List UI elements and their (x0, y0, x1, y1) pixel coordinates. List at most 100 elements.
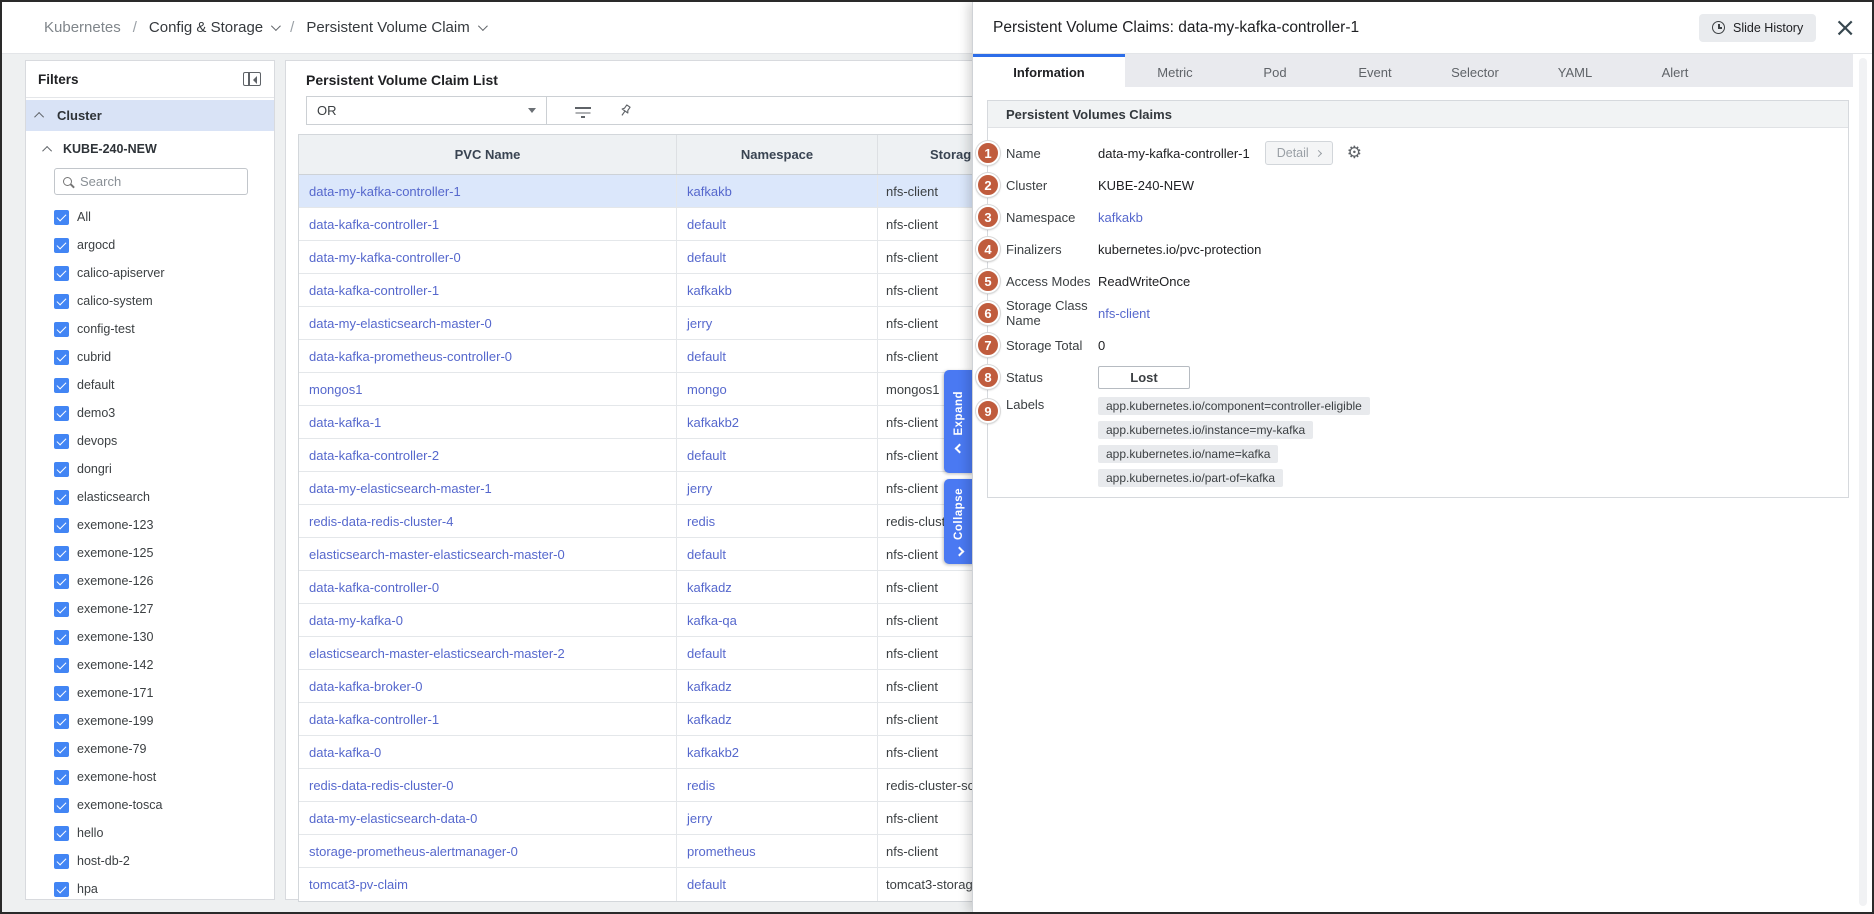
pvc-name-cell[interactable]: storage-prometheus-alertmanager-0 (299, 835, 677, 867)
namespace-checkbox-item[interactable]: exemone-142 (26, 651, 274, 679)
pvc-name-cell[interactable]: data-kafka-controller-1 (299, 703, 677, 735)
checkbox-checked-icon[interactable] (54, 545, 69, 561)
pvc-name-cell[interactable]: data-kafka-1 (299, 406, 677, 438)
tab-alert[interactable]: Alert (1661, 64, 1689, 80)
checkbox-checked-icon[interactable] (54, 349, 69, 365)
pvc-name-cell[interactable]: data-kafka-0 (299, 736, 677, 768)
pvc-name-cell[interactable]: data-my-elasticsearch-master-0 (299, 307, 677, 339)
tab-event[interactable]: Event (1358, 64, 1392, 80)
detail-value-link[interactable]: nfs-client (1098, 305, 1151, 321)
checkbox-checked-icon[interactable] (54, 209, 69, 225)
pvc-name-cell[interactable]: mongos1 (299, 373, 677, 405)
checkbox-checked-icon[interactable] (54, 629, 69, 645)
gear-icon[interactable]: ⚙ (1346, 142, 1362, 163)
namespace-cell[interactable]: jerry (677, 472, 878, 504)
namespace-cell[interactable]: default (677, 208, 878, 240)
checkbox-checked-icon[interactable] (54, 405, 69, 421)
namespace-checkbox-item[interactable]: exemone-171 (26, 679, 274, 707)
pvc-name-cell[interactable]: redis-data-redis-cluster-4 (299, 505, 677, 537)
namespace-checkbox-item[interactable]: exemone-126 (26, 567, 274, 595)
namespace-checkbox-item[interactable]: exemone-79 (26, 735, 274, 763)
namespace-cell[interactable]: default (677, 340, 878, 372)
pvc-name-cell[interactable]: data-kafka-controller-1 (299, 274, 677, 306)
namespace-checkbox-item[interactable]: default (26, 371, 274, 399)
column-header-storage[interactable]: Storag (930, 147, 972, 162)
namespace-checkbox-item[interactable]: argocd (26, 231, 274, 259)
namespace-checkbox-item[interactable]: exemone-127 (26, 595, 274, 623)
filter-icon[interactable] (575, 105, 591, 118)
pvc-name-cell[interactable]: data-my-elasticsearch-master-1 (299, 472, 677, 504)
pvc-name-cell[interactable]: data-kafka-prometheus-controller-0 (299, 340, 677, 372)
namespace-cell[interactable]: default (677, 439, 878, 471)
namespace-checkbox-item[interactable]: demo3 (26, 399, 274, 427)
detail-button[interactable]: Detail (1264, 141, 1333, 165)
namespace-checkbox-item[interactable]: devops (26, 427, 274, 455)
pvc-name-cell[interactable]: redis-data-redis-cluster-0 (299, 769, 677, 801)
pvc-name-cell[interactable]: data-kafka-controller-1 (299, 208, 677, 240)
namespace-cell[interactable]: default (677, 538, 878, 570)
checkbox-checked-icon[interactable] (54, 573, 69, 589)
namespace-cell[interactable]: redis (677, 505, 878, 537)
checkbox-checked-icon[interactable] (54, 713, 69, 729)
namespace-checkbox-item[interactable]: exemone-125 (26, 539, 274, 567)
namespace-cell[interactable]: default (677, 868, 878, 901)
cluster-tree-node[interactable]: KUBE-240-NEW (26, 134, 274, 164)
namespace-checkbox-item[interactable]: All (26, 203, 274, 231)
checkbox-checked-icon[interactable] (54, 657, 69, 673)
checkbox-checked-icon[interactable] (54, 237, 69, 253)
pvc-name-cell[interactable]: data-kafka-broker-0 (299, 670, 677, 702)
namespace-cell[interactable]: prometheus (677, 835, 878, 867)
expand-tab[interactable]: Expand (944, 370, 974, 473)
namespace-cell[interactable]: jerry (677, 307, 878, 339)
tab-information[interactable]: Information (973, 54, 1125, 87)
breadcrumb-root[interactable]: Kubernetes (44, 19, 121, 36)
namespace-checkbox-item[interactable]: dongri (26, 455, 274, 483)
checkbox-checked-icon[interactable] (54, 601, 69, 617)
pvc-name-cell[interactable]: data-my-kafka-controller-1 (299, 175, 677, 207)
collapse-tab[interactable]: Collapse (944, 479, 974, 564)
column-header-namespace[interactable]: Namespace (677, 135, 878, 174)
checkbox-checked-icon[interactable] (54, 489, 69, 505)
namespace-checkbox-item[interactable]: cubrid (26, 343, 274, 371)
pvc-name-cell[interactable]: elasticsearch-master-elasticsearch-maste… (299, 538, 677, 570)
filter-section-cluster[interactable]: Cluster (26, 100, 274, 131)
panel-scrollbar[interactable] (1859, 58, 1867, 906)
operator-select[interactable]: OR (307, 97, 547, 124)
namespace-checkbox-item[interactable]: elasticsearch (26, 483, 274, 511)
collapse-panel-icon[interactable] (243, 72, 261, 86)
pvc-name-cell[interactable]: elasticsearch-master-elasticsearch-maste… (299, 637, 677, 669)
checkbox-checked-icon[interactable] (54, 321, 69, 337)
tab-metric[interactable]: Metric (1157, 64, 1193, 80)
namespace-cell[interactable]: kafkadz (677, 703, 878, 735)
checkbox-checked-icon[interactable] (54, 741, 69, 757)
namespace-cell[interactable]: kafkakb (677, 274, 878, 306)
namespace-checkbox-item[interactable]: config-test (26, 315, 274, 343)
tab-pod[interactable]: Pod (1263, 64, 1287, 80)
namespace-cell[interactable]: kafkakb2 (677, 736, 878, 768)
pvc-name-cell[interactable]: data-kafka-controller-2 (299, 439, 677, 471)
checkbox-checked-icon[interactable] (54, 377, 69, 393)
namespace-cell[interactable]: kafkadz (677, 670, 878, 702)
pvc-name-cell[interactable]: data-kafka-controller-0 (299, 571, 677, 603)
column-header-pvc-name[interactable]: PVC Name (299, 135, 677, 174)
namespace-cell[interactable]: kafka-qa (677, 604, 878, 636)
checkbox-checked-icon[interactable] (54, 517, 69, 533)
namespace-cell[interactable]: jerry (677, 802, 878, 834)
slide-history-button[interactable]: Slide History (1699, 13, 1817, 42)
namespace-checkbox-item[interactable]: hpa (26, 875, 274, 899)
pin-icon[interactable] (617, 103, 633, 119)
namespace-checkbox-item[interactable]: exemone-199 (26, 707, 274, 735)
namespace-cell[interactable]: mongo (677, 373, 878, 405)
namespace-checkbox-item[interactable]: exemone-tosca (26, 791, 274, 819)
tab-yaml[interactable]: YAML (1557, 64, 1593, 80)
namespace-cell[interactable]: redis (677, 769, 878, 801)
checkbox-checked-icon[interactable] (54, 825, 69, 841)
namespace-checkbox-item[interactable]: exemone-130 (26, 623, 274, 651)
pvc-name-cell[interactable]: data-my-kafka-controller-0 (299, 241, 677, 273)
namespace-cell[interactable]: kafkadz (677, 571, 878, 603)
namespace-cell[interactable]: default (677, 241, 878, 273)
namespace-checkbox-item[interactable]: hello (26, 819, 274, 847)
pvc-name-cell[interactable]: data-my-elasticsearch-data-0 (299, 802, 677, 834)
namespace-cell[interactable]: kafkakb (677, 175, 878, 207)
breadcrumb-config-storage[interactable]: Config & Storage (149, 19, 282, 36)
